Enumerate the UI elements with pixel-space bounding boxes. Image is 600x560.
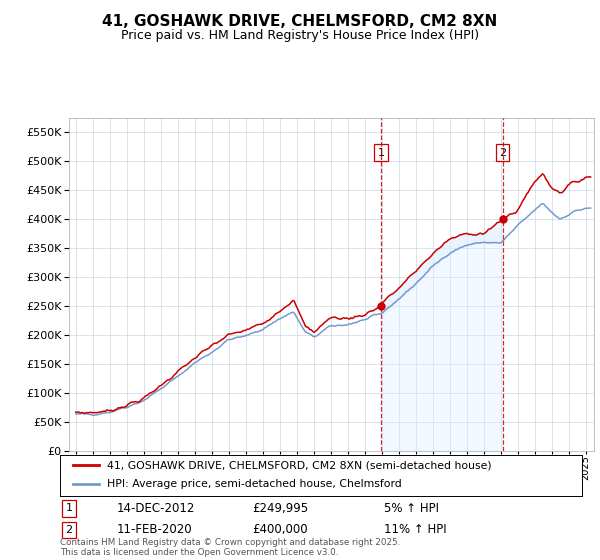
Text: Contains HM Land Registry data © Crown copyright and database right 2025.
This d: Contains HM Land Registry data © Crown c… (60, 538, 400, 557)
Text: 14-DEC-2012: 14-DEC-2012 (117, 502, 196, 515)
Text: £400,000: £400,000 (252, 523, 308, 536)
Text: 11% ↑ HPI: 11% ↑ HPI (384, 523, 446, 536)
Text: 41, GOSHAWK DRIVE, CHELMSFORD, CM2 8XN (semi-detached house): 41, GOSHAWK DRIVE, CHELMSFORD, CM2 8XN (… (107, 460, 491, 470)
Text: 1: 1 (65, 503, 73, 514)
Text: 41, GOSHAWK DRIVE, CHELMSFORD, CM2 8XN: 41, GOSHAWK DRIVE, CHELMSFORD, CM2 8XN (103, 14, 497, 29)
Text: 5% ↑ HPI: 5% ↑ HPI (384, 502, 439, 515)
Text: HPI: Average price, semi-detached house, Chelmsford: HPI: Average price, semi-detached house,… (107, 479, 402, 489)
Text: 1: 1 (377, 148, 385, 157)
Text: Price paid vs. HM Land Registry's House Price Index (HPI): Price paid vs. HM Land Registry's House … (121, 29, 479, 42)
Text: £249,995: £249,995 (252, 502, 308, 515)
Text: 11-FEB-2020: 11-FEB-2020 (117, 523, 193, 536)
Text: 2: 2 (65, 525, 73, 535)
Text: 2: 2 (499, 148, 506, 157)
